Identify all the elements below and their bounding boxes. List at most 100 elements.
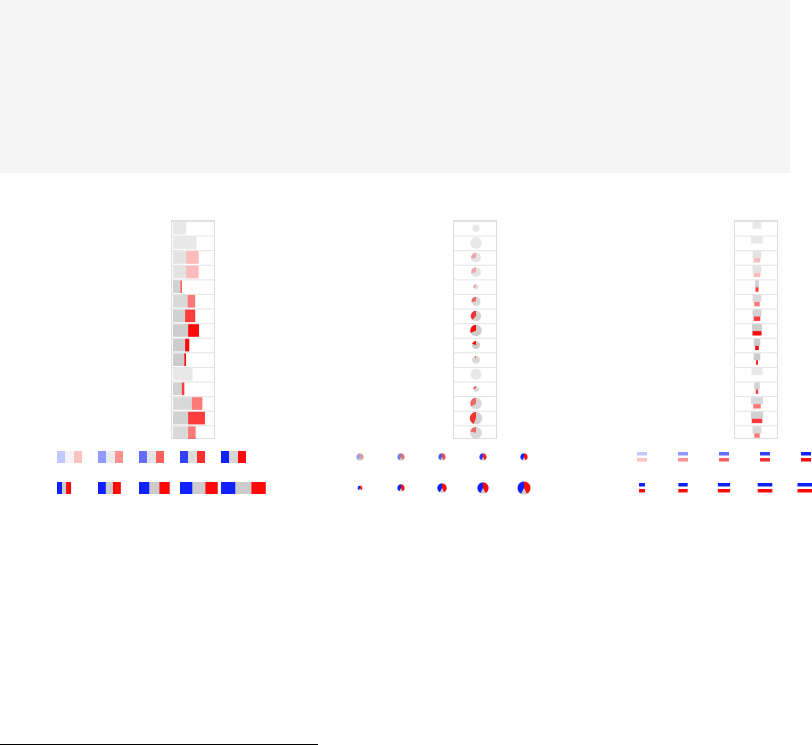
pie-neutral-disc <box>472 355 480 364</box>
bar-glyph-legend <box>53 448 313 498</box>
legend-blue-swatch <box>57 482 63 494</box>
stack-red-block <box>754 433 760 438</box>
stack-red-block <box>753 272 761 278</box>
stack-red-block <box>755 287 759 292</box>
legend-pie-blue-wedge <box>356 453 360 461</box>
top-banner <box>0 0 790 173</box>
bar-neutral-segment <box>173 426 189 439</box>
legend-blue-swatch <box>180 451 188 463</box>
pie-red-wedge <box>470 426 476 433</box>
pie-neutral-disc <box>470 237 482 249</box>
pie-red-wedge <box>470 310 476 320</box>
legend-neutral-swatch <box>235 482 252 494</box>
legend-neutral-swatch <box>105 482 113 494</box>
bar-neutral-segment <box>173 265 187 279</box>
bar-red-segment <box>188 426 196 439</box>
stack-neutral-block <box>751 368 763 375</box>
bar-red-segment <box>191 397 203 410</box>
legend-pie-red-wedge <box>483 453 487 461</box>
stack-neutral-block <box>752 295 762 302</box>
legend-pie-blue-wedge <box>520 453 524 461</box>
legend-stack-blue-bar <box>678 452 688 456</box>
pie-neutral-disc <box>473 284 479 290</box>
pie-glyph-legend <box>335 448 595 498</box>
stack-red-block <box>756 360 758 365</box>
stack-neutral-block <box>750 397 764 405</box>
pie-red-wedge <box>473 284 476 289</box>
legend-red-swatch <box>238 451 246 463</box>
bar-neutral-segment <box>173 353 185 366</box>
stack-neutral-block <box>752 426 762 434</box>
bar-neutral-segment <box>173 324 189 337</box>
pie-neutral-disc <box>470 368 482 380</box>
legend-pie-blue-wedge <box>479 453 483 461</box>
legend-stack-blue-bar <box>760 452 770 456</box>
bar-neutral-segment <box>173 368 193 381</box>
legend-red-swatch <box>66 482 72 494</box>
legend-pie-blue-wedge <box>438 453 442 461</box>
legend-red-swatch <box>205 482 218 494</box>
legend-pie-blue-wedge <box>477 482 483 493</box>
legend-red-swatch <box>115 451 123 463</box>
legend-blue-swatch <box>180 482 193 494</box>
legend-stack-red-bar <box>678 458 688 462</box>
bar-neutral-segment <box>173 411 189 425</box>
legend-pie-disc <box>397 453 405 461</box>
stack-glyph-canvas <box>750 222 764 438</box>
bar-neutral-segment <box>173 280 181 293</box>
stack-neutral-block <box>755 280 759 288</box>
legend-stack-red-bar <box>757 489 773 493</box>
legend-stack-blue-bar <box>801 452 811 456</box>
stack-neutral-block <box>753 353 761 361</box>
stack-neutral-block <box>752 222 762 229</box>
stack-red-block <box>753 404 761 409</box>
pie-red-wedge <box>474 355 476 360</box>
pie-neutral-disc <box>471 252 481 263</box>
pie-red-wedge <box>471 296 476 303</box>
legend-stack-red-bar <box>801 458 811 462</box>
bar-red-segment <box>186 251 199 264</box>
bar-neutral-segment <box>173 382 182 396</box>
bar-red-segment <box>180 280 182 293</box>
bar-glyph-canvas <box>173 222 205 439</box>
stack-neutral-block <box>752 251 762 259</box>
pie-red-wedge <box>472 341 476 346</box>
stack-glyph-panel <box>734 220 778 439</box>
legend-neutral-swatch <box>147 451 156 463</box>
bar-red-segment <box>184 353 187 366</box>
bar-red-segment <box>188 411 205 425</box>
legend-blue-swatch <box>98 451 106 463</box>
legend-stack-red-bar <box>639 489 645 493</box>
stack-red-block <box>751 418 763 424</box>
legend-red-swatch <box>112 482 121 494</box>
pie-neutral-disc <box>471 267 481 277</box>
legend-blue-swatch <box>98 482 106 494</box>
stack-glyph-legend-canvas <box>637 452 812 493</box>
legend-stack-red-bar <box>719 458 729 462</box>
stack-red-block <box>753 316 761 321</box>
bar-neutral-segment <box>173 295 188 308</box>
stack-neutral-block <box>750 411 764 419</box>
legend-blue-swatch <box>139 482 150 494</box>
legend-stack-blue-bar <box>678 483 688 487</box>
legend-blue-swatch <box>139 451 147 463</box>
legend-neutral-swatch <box>188 451 197 463</box>
legend-pie-red-wedge <box>524 481 531 494</box>
bar-neutral-segment <box>173 251 187 264</box>
stack-neutral-block <box>752 309 762 317</box>
stack-red-block <box>755 345 759 351</box>
legend-red-swatch <box>156 451 164 463</box>
bar-neutral-segment <box>173 222 187 235</box>
legend-stack-red-bar <box>678 489 688 493</box>
pie-red-wedge <box>471 252 476 260</box>
legend-neutral-swatch <box>229 451 238 463</box>
stack-neutral-block <box>752 324 762 332</box>
legend-red-swatch <box>159 482 170 494</box>
legend-neutral-swatch <box>106 451 115 463</box>
pie-red-wedge <box>469 411 476 424</box>
legend-pie-red-wedge <box>524 453 528 461</box>
pie-red-wedge <box>470 397 476 407</box>
legend-stack-red-bar <box>760 458 770 462</box>
pie-glyph-canvas <box>469 224 483 439</box>
